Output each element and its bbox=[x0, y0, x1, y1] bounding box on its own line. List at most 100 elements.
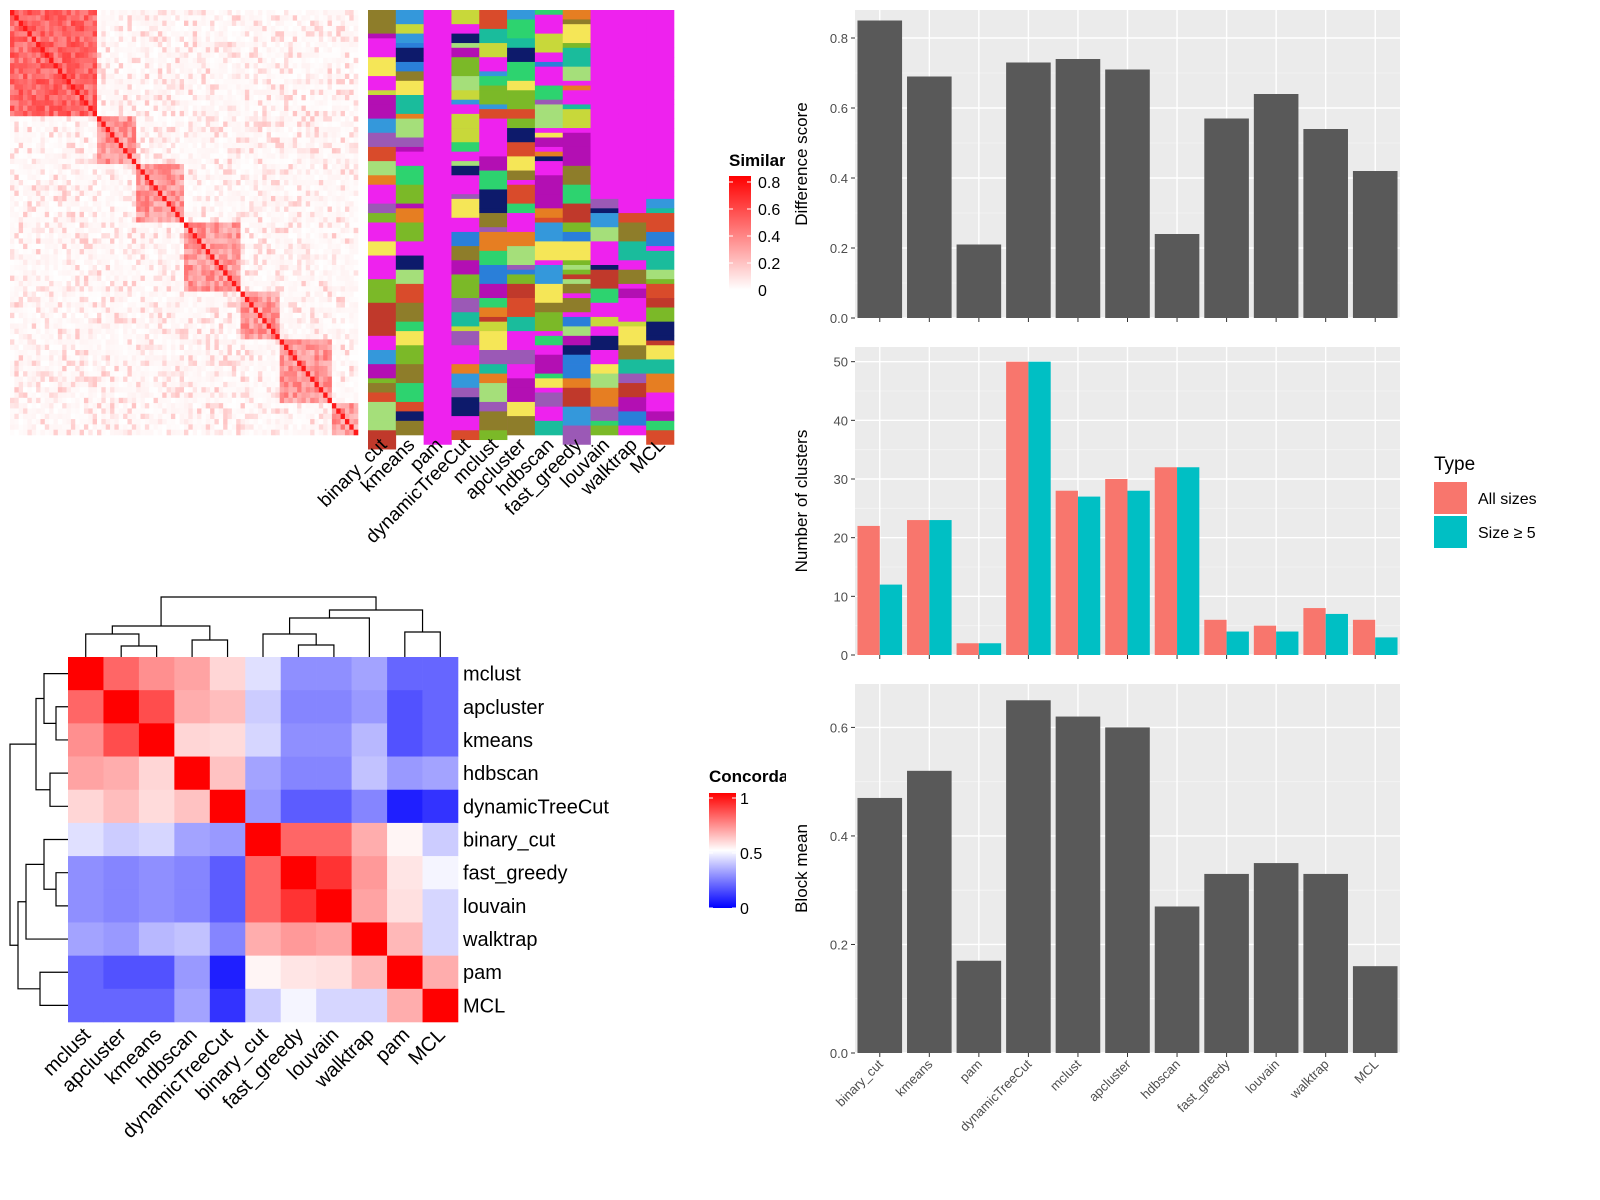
similarity-cell bbox=[227, 36, 233, 43]
similarity-cell bbox=[162, 63, 167, 69]
similarity-cell bbox=[66, 47, 72, 53]
similarity-cell bbox=[83, 137, 89, 144]
similarity-cell bbox=[262, 259, 267, 266]
similarity-cell bbox=[344, 259, 350, 266]
similarity-cell bbox=[53, 20, 59, 27]
similarity-cell bbox=[10, 73, 15, 80]
similarity-cell bbox=[310, 132, 315, 138]
similarity-cell bbox=[40, 68, 46, 75]
similarity-cell bbox=[192, 41, 198, 48]
similarity-cell bbox=[23, 164, 28, 170]
similarity-cell bbox=[184, 105, 189, 112]
similarity-cell bbox=[353, 15, 359, 21]
similarity-cell bbox=[297, 222, 302, 229]
similarity-cell bbox=[166, 243, 172, 250]
similarity-cell bbox=[70, 148, 76, 154]
similarity-cell bbox=[44, 137, 50, 144]
similarity-cell bbox=[227, 323, 233, 330]
similarity-cell bbox=[123, 265, 128, 271]
similarity-cell bbox=[140, 158, 146, 165]
similarity-cell bbox=[49, 10, 54, 16]
similarity-cell bbox=[83, 254, 89, 260]
similarity-cell bbox=[40, 339, 46, 345]
similarity-cell bbox=[327, 206, 333, 213]
similarity-cell bbox=[166, 121, 172, 128]
similarity-cell bbox=[284, 148, 289, 154]
similarity-cell bbox=[279, 307, 285, 314]
similarity-cell bbox=[79, 137, 85, 144]
similarity-cell bbox=[336, 63, 341, 69]
similarity-cell bbox=[57, 126, 63, 133]
similarity-cell bbox=[279, 265, 285, 271]
similarity-cell bbox=[92, 254, 98, 260]
similarity-cell bbox=[40, 307, 46, 314]
similarity-cell bbox=[223, 137, 228, 144]
similarity-cell bbox=[31, 132, 37, 138]
similarity-cell bbox=[18, 10, 24, 16]
similarity-cell bbox=[53, 10, 59, 16]
similarity-cell bbox=[340, 100, 346, 106]
similarity-cell bbox=[101, 20, 106, 27]
similarity-cell bbox=[36, 233, 41, 239]
similarity-cell bbox=[184, 291, 189, 298]
similarity-cell bbox=[79, 185, 85, 191]
similarity-cell bbox=[166, 291, 172, 298]
similarity-cell bbox=[66, 31, 72, 37]
similarity-cell bbox=[123, 52, 128, 59]
similarity-cell bbox=[166, 164, 172, 170]
similarity-cell bbox=[101, 169, 106, 175]
similarity-cell bbox=[153, 270, 159, 276]
similarity-cell bbox=[197, 68, 202, 75]
similarity-cell bbox=[23, 254, 28, 260]
similarity-cell bbox=[23, 47, 28, 53]
similarity-cell bbox=[236, 243, 241, 250]
similarity-cell bbox=[18, 52, 24, 59]
similarity-cell bbox=[279, 211, 285, 218]
similarity-cell bbox=[201, 20, 207, 27]
similarity-cell bbox=[79, 121, 85, 128]
similarity-cell bbox=[257, 265, 263, 271]
similarity-cell bbox=[44, 132, 50, 138]
similarity-cell bbox=[49, 318, 54, 324]
similarity-cell bbox=[131, 296, 137, 303]
similarity-cell bbox=[166, 334, 172, 340]
similarity-cell bbox=[66, 25, 72, 32]
similarity-cell bbox=[344, 238, 350, 245]
similarity-cell bbox=[288, 52, 294, 59]
similarity-cell bbox=[262, 318, 267, 324]
similarity-cell bbox=[153, 10, 159, 16]
similarity-cell bbox=[83, 217, 89, 223]
similarity-cell bbox=[114, 270, 120, 276]
similarity-cell bbox=[275, 302, 280, 308]
similarity-cell bbox=[331, 195, 337, 202]
similarity-cell bbox=[275, 68, 280, 75]
similarity-cell bbox=[244, 217, 250, 223]
similarity-cell bbox=[66, 36, 72, 43]
similarity-cell bbox=[162, 84, 167, 90]
similarity-cell bbox=[57, 291, 63, 298]
similarity-cell bbox=[31, 233, 37, 239]
similarity-cell bbox=[192, 31, 198, 37]
similarity-cell bbox=[27, 31, 33, 37]
similarity-cell bbox=[14, 110, 19, 117]
similarity-cell bbox=[18, 206, 24, 213]
similarity-cell bbox=[314, 52, 320, 59]
similarity-cell bbox=[344, 233, 350, 239]
similarity-cell bbox=[336, 291, 341, 298]
similarity-cell bbox=[240, 153, 246, 160]
similarity-cell bbox=[140, 105, 146, 112]
similarity-cell bbox=[210, 25, 215, 32]
similarity-cell bbox=[31, 265, 37, 271]
similarity-cell bbox=[36, 270, 41, 276]
similarity-cell bbox=[114, 323, 120, 330]
similarity-cell bbox=[36, 254, 41, 260]
similarity-cell bbox=[18, 265, 24, 271]
similarity-cell bbox=[123, 153, 128, 160]
similarity-cell bbox=[236, 185, 241, 191]
similarity-cell bbox=[210, 280, 215, 287]
similarity-cell bbox=[36, 296, 41, 303]
similarity-cell bbox=[205, 31, 211, 37]
similarity-cell bbox=[144, 10, 150, 16]
similarity-cell bbox=[284, 110, 289, 117]
similarity-cell bbox=[101, 180, 106, 186]
